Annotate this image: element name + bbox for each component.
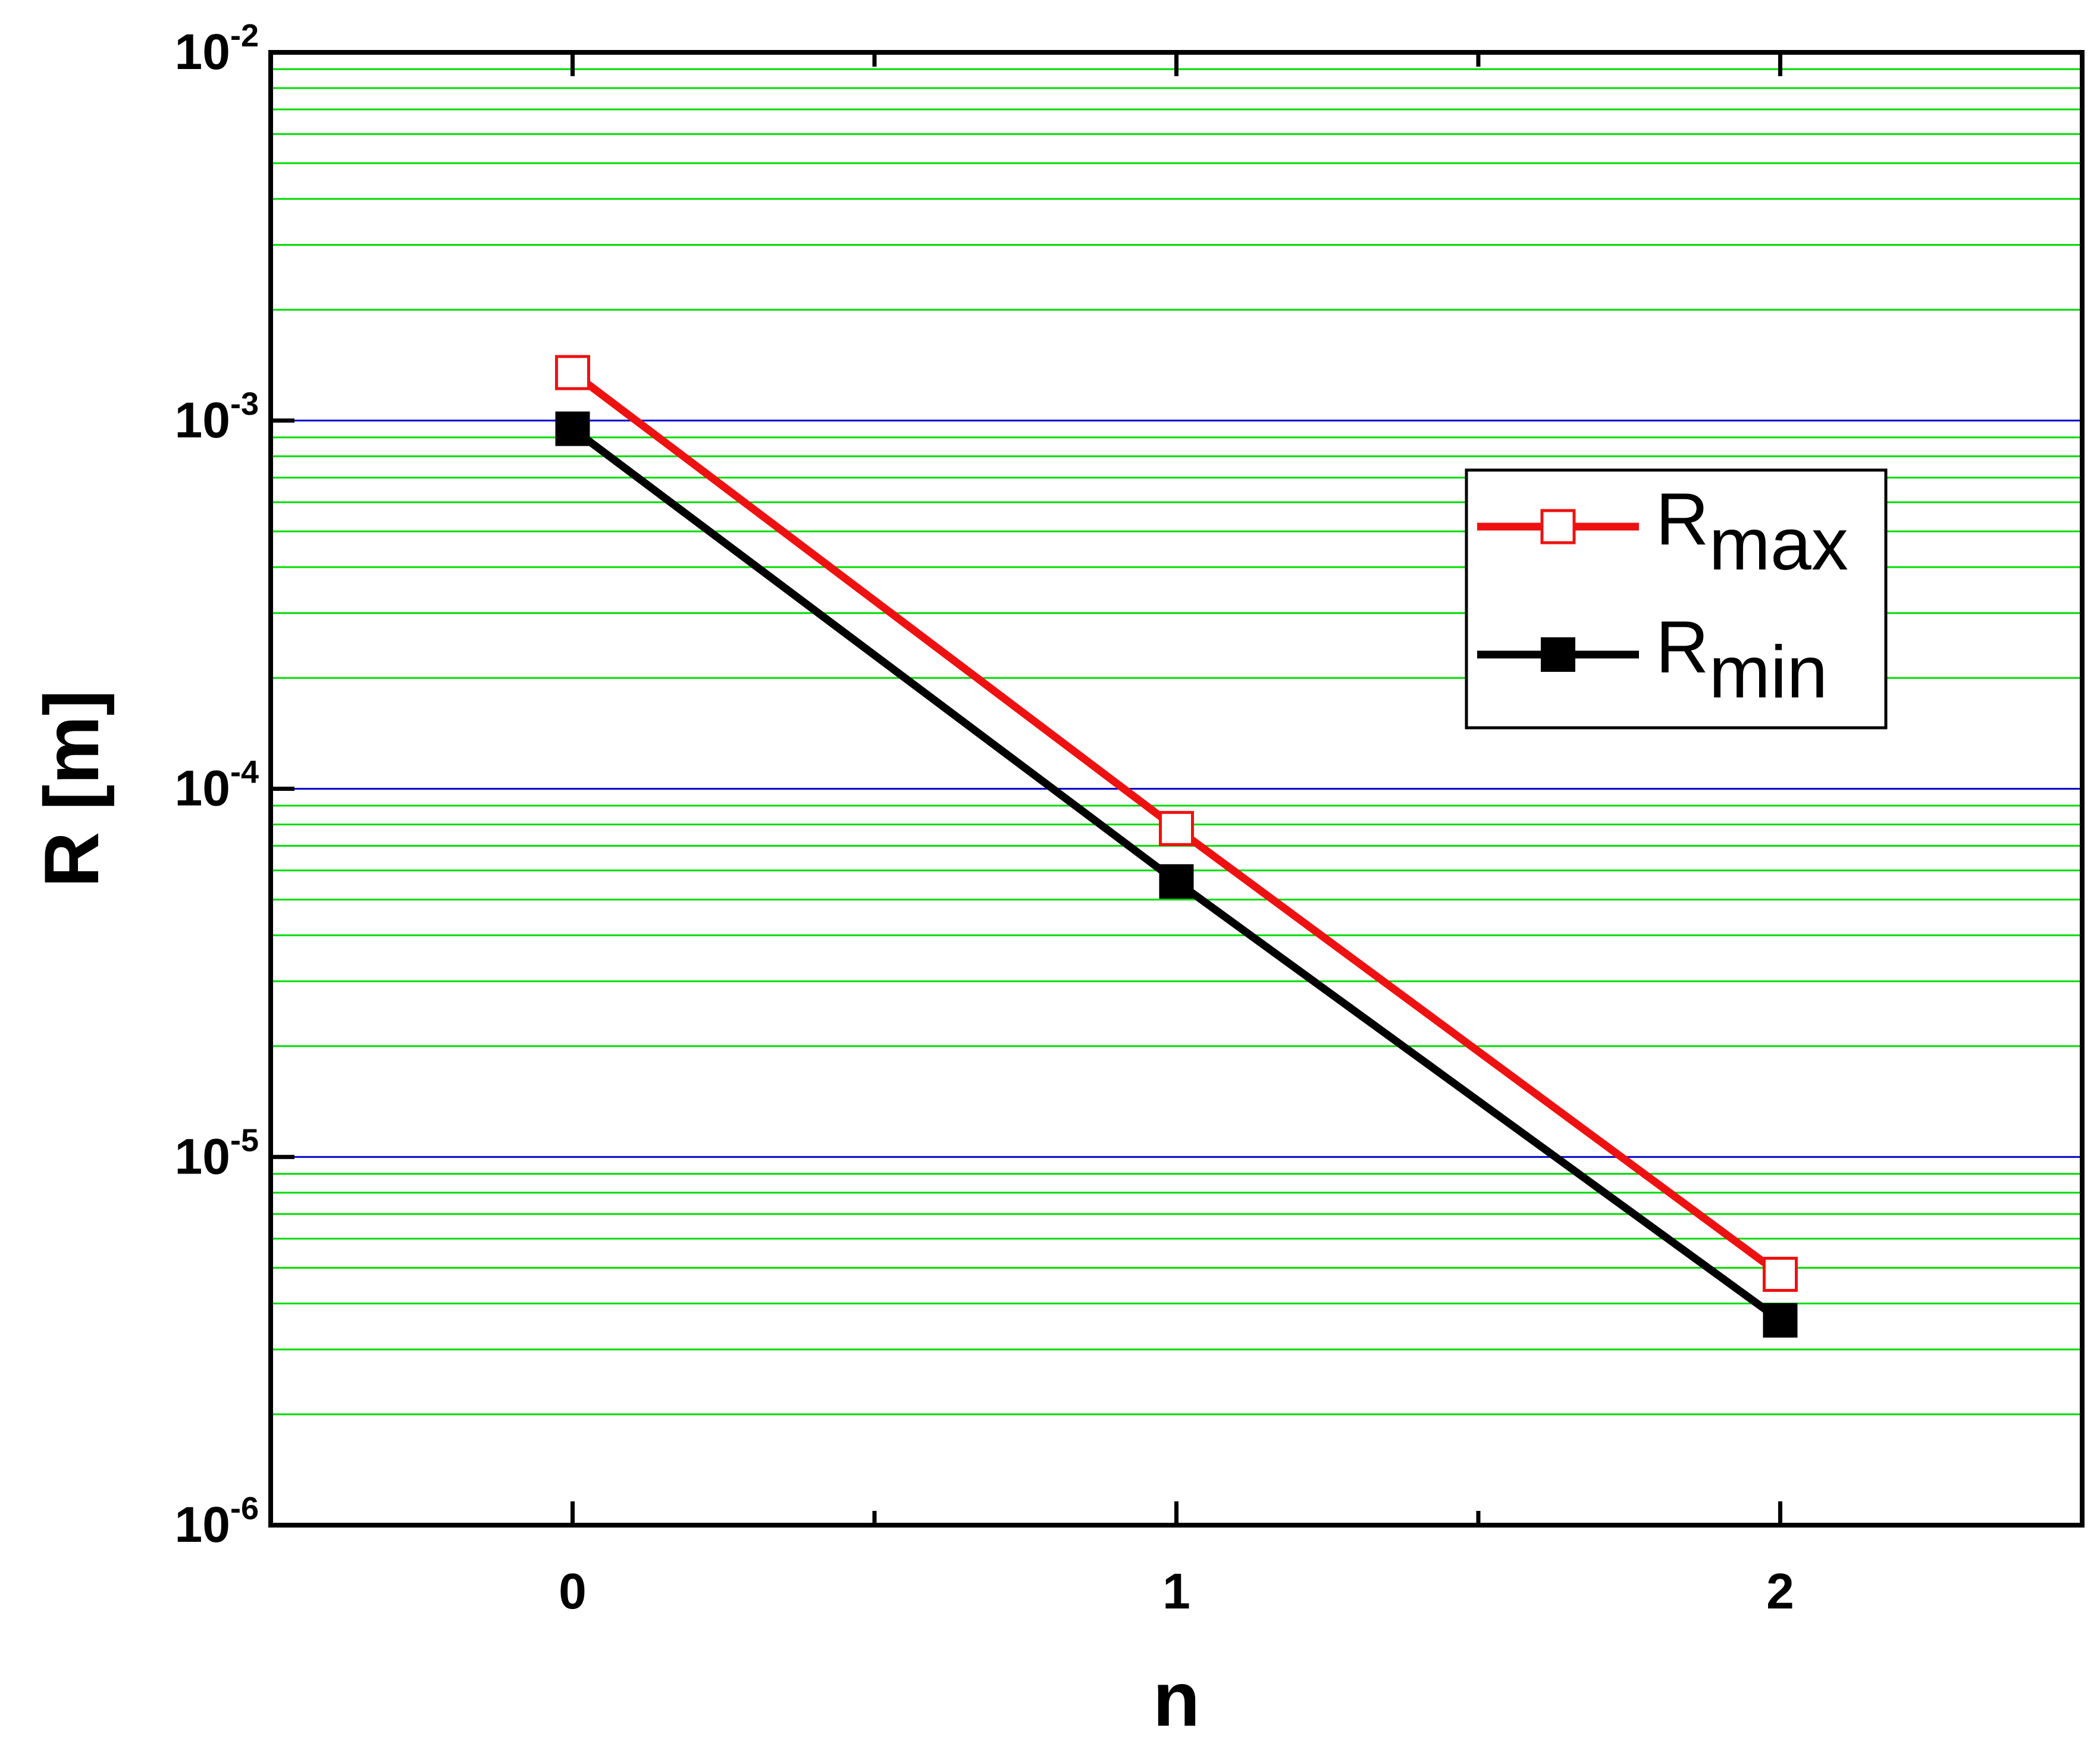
x-tick-label: 0	[559, 1563, 587, 1619]
legend-label-max: Rmax	[1656, 478, 1848, 586]
x-axis-title: n	[1153, 1655, 1200, 1737]
x-tick-label: 1	[1162, 1563, 1190, 1619]
legend-box	[1465, 468, 1888, 730]
legend-marker-min	[1541, 637, 1575, 672]
y-tick-label: 10-5	[175, 1122, 259, 1184]
tick-labels: 0 1 2 10-6 10-5 10-4 10-3 10-2	[175, 18, 1794, 1619]
data-point-min	[1159, 864, 1194, 899]
data-point-min	[1763, 1303, 1798, 1338]
y-tick-label: 10-4	[175, 755, 259, 816]
legend-label-min: Rmin	[1656, 606, 1828, 713]
legend: Rmax Rmin	[1465, 468, 1888, 730]
series-group	[555, 355, 1798, 1338]
y-tick-label: 10-3	[175, 386, 259, 448]
data-point-max	[1763, 1256, 1798, 1292]
x-tick-label: 2	[1766, 1563, 1794, 1619]
y-tick-label: 10-2	[175, 18, 259, 80]
y-tick-label: 10-6	[175, 1491, 259, 1553]
y-axis-title: R [m]	[28, 690, 115, 887]
axis-ticks	[271, 50, 1782, 1528]
legend-marker-max	[1540, 509, 1576, 544]
data-point-min	[555, 411, 590, 446]
data-point-max	[1159, 810, 1194, 846]
data-point-max	[555, 355, 590, 390]
